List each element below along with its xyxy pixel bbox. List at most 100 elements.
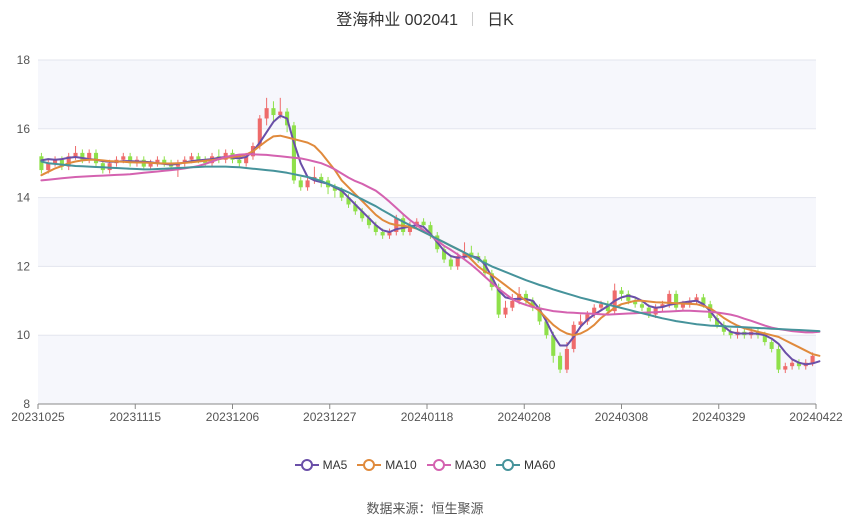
series-line-ma5 <box>40 114 821 366</box>
candle-body <box>121 156 126 160</box>
title-separator <box>472 12 474 26</box>
candle-body <box>53 159 58 164</box>
candle-body <box>237 159 242 164</box>
candle <box>271 101 276 122</box>
candle <box>633 297 638 308</box>
candle <box>687 297 692 308</box>
candle-body <box>39 156 44 171</box>
candle-body <box>551 335 556 356</box>
candle-body <box>298 180 303 188</box>
candle-body <box>694 297 699 301</box>
candle-body <box>537 307 542 322</box>
candle-body <box>530 300 535 308</box>
candle-body <box>626 293 631 301</box>
candle-body <box>790 362 795 367</box>
candle-body <box>510 300 515 308</box>
candle-body <box>769 342 774 349</box>
candle <box>87 149 92 164</box>
legend-label: MA5 <box>322 458 348 472</box>
y-tick-label: 8 <box>23 397 30 411</box>
candle-body <box>278 111 283 116</box>
candle-body <box>271 108 276 116</box>
y-tick-label: 18 <box>17 53 31 67</box>
candle <box>128 152 133 167</box>
candle-body <box>407 225 412 232</box>
candle <box>783 362 788 374</box>
candle <box>728 328 733 339</box>
data-source-label: 数据来源： <box>366 501 432 516</box>
candle-body <box>319 176 324 181</box>
legend-marker <box>426 458 451 472</box>
legend-label: MA60 <box>524 458 556 472</box>
candle-body <box>387 232 392 236</box>
candle-body <box>448 259 453 267</box>
candle-body <box>680 304 685 308</box>
x-tick-label: 20240118 <box>401 410 454 424</box>
candle-body <box>155 159 160 164</box>
legend-marker <box>357 458 382 472</box>
candle-body <box>598 304 604 308</box>
candle-body <box>592 307 597 315</box>
candle <box>298 176 303 191</box>
chart-title-period[interactable]: 日K <box>487 12 514 29</box>
legend-label: MA30 <box>454 458 487 472</box>
candle <box>790 359 795 370</box>
y-tick-label: 10 <box>17 328 31 342</box>
candle-body <box>196 156 201 160</box>
candle-body <box>578 321 583 325</box>
candle-body <box>66 156 71 167</box>
candle-body <box>189 156 194 160</box>
candle-body <box>653 307 658 315</box>
candle <box>448 256 453 270</box>
candle-body <box>346 197 351 205</box>
candle <box>564 342 569 374</box>
candle-body <box>305 180 310 188</box>
candle-body <box>564 348 569 370</box>
candle-body <box>128 156 133 164</box>
candle-body <box>796 362 801 367</box>
candle-body <box>353 204 358 212</box>
candle-body <box>455 256 460 267</box>
candle <box>53 156 58 167</box>
candle-body <box>667 293 672 305</box>
x-tick-label: 20240308 <box>595 410 649 424</box>
y-tick-label: 12 <box>17 259 31 273</box>
candle-body <box>87 152 92 160</box>
candle-body <box>489 273 494 288</box>
candle-body <box>80 152 85 160</box>
data-source: 数据来源：恒生聚源 <box>0 498 850 517</box>
candle-body <box>721 324 726 332</box>
candle <box>510 293 515 312</box>
x-tick-label: 20231206 <box>206 410 260 424</box>
candle-body <box>442 249 447 260</box>
candle-body <box>762 335 767 343</box>
candle-body <box>244 156 249 164</box>
candle-body <box>380 232 385 236</box>
candle <box>769 338 774 353</box>
candle-body <box>148 163 153 167</box>
candle-body <box>783 366 788 370</box>
candle-body <box>687 300 692 305</box>
legend-item-ma30[interactable]: MA30 <box>426 458 487 472</box>
chart-title-stock: 登海种业 002041 <box>336 12 459 29</box>
legend-marker <box>496 458 521 472</box>
candle <box>503 300 508 318</box>
candle-body <box>421 221 426 226</box>
legend-item-ma10[interactable]: MA10 <box>357 458 417 472</box>
candle-body <box>469 252 474 257</box>
grid-band <box>38 60 816 129</box>
candle-body <box>496 287 501 315</box>
x-tick-label: 20231025 <box>11 410 65 424</box>
series-line-ma60 <box>40 160 821 333</box>
legend-item-ma60[interactable]: MA60 <box>496 458 555 472</box>
candle-body <box>646 307 651 315</box>
candle-body <box>633 300 638 305</box>
legend-item-ma5[interactable]: MA5 <box>294 458 348 472</box>
candle-body <box>360 211 365 219</box>
candle <box>93 149 99 167</box>
data-source-value: 恒生聚源 <box>431 501 484 516</box>
candle-body <box>776 348 781 370</box>
candle <box>796 359 801 370</box>
candle <box>66 152 71 171</box>
